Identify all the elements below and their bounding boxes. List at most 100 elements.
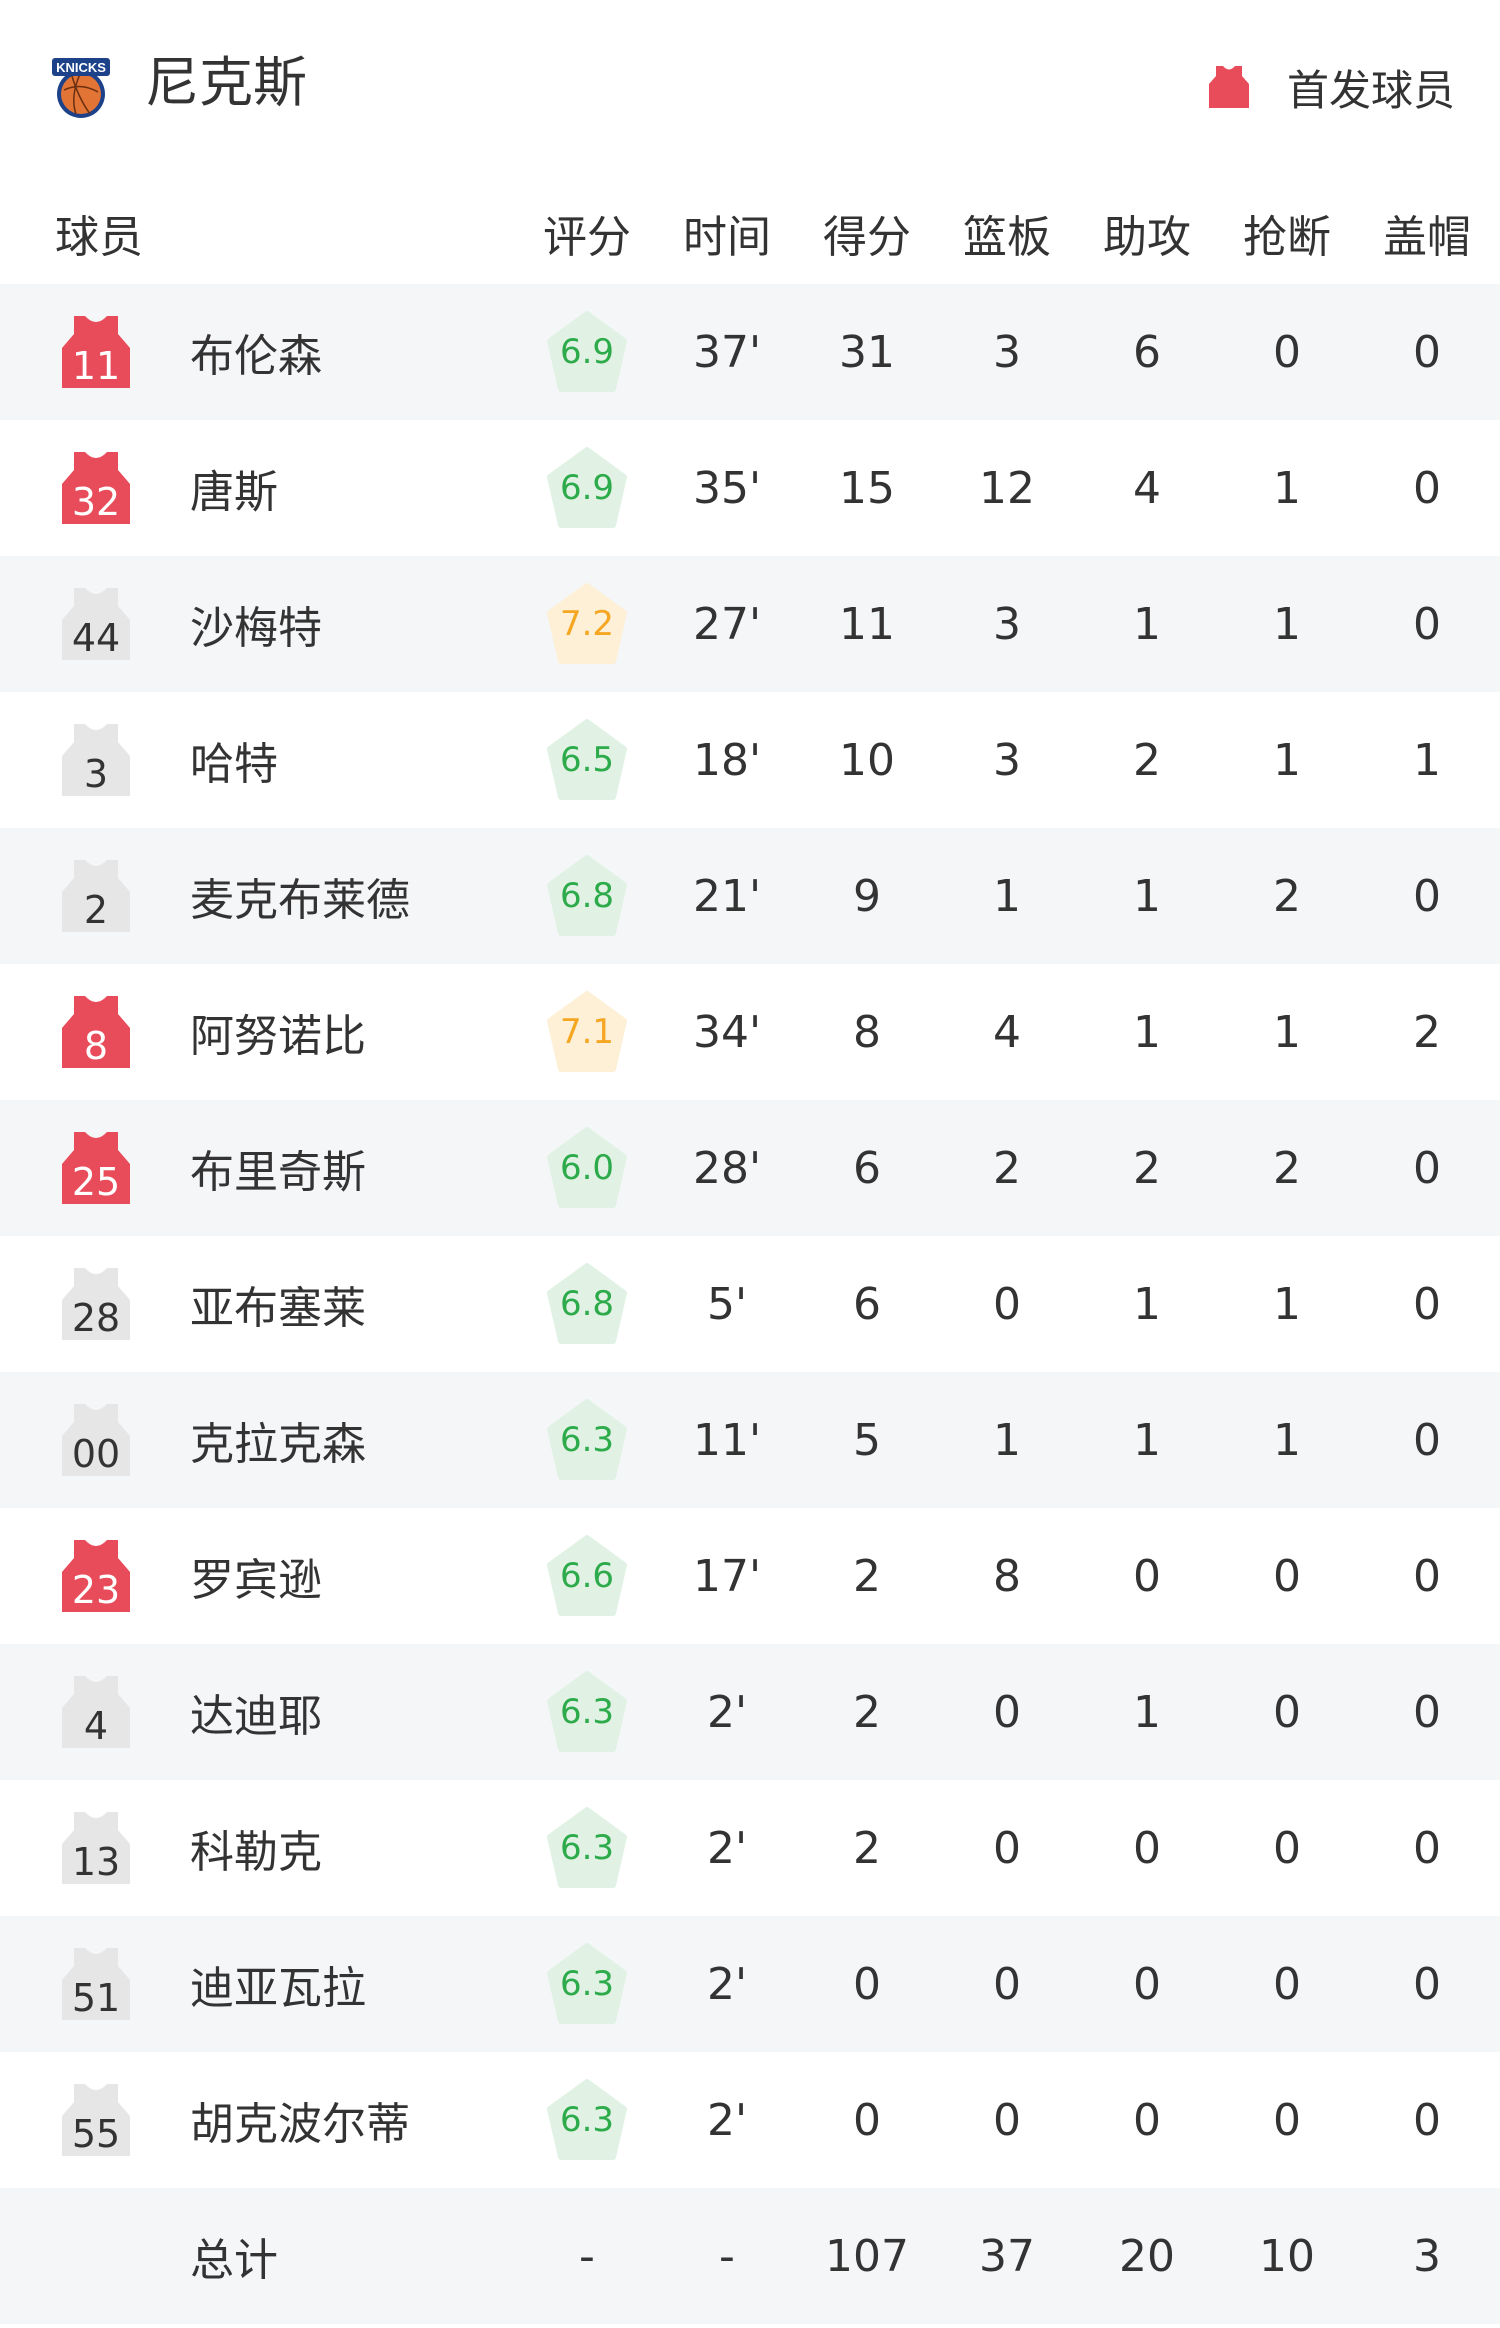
player-name[interactable]: 克拉克森 [190,1419,366,1470]
minutes-value: 28' [692,1142,762,1194]
player-cell[interactable]: 00 克拉克森 [0,1402,517,1478]
player-cell[interactable]: 13 科勒克 [0,1810,517,1886]
col-rebounds[interactable]: 篮板 [963,211,1051,263]
jersey-icon: 3 [60,722,132,798]
jersey-icon: 28 [60,1266,132,1342]
assists-value: 1 [1133,1278,1161,1330]
blocks-value: 0 [1413,1686,1441,1738]
col-steals[interactable]: 抢断 [1243,211,1331,263]
minutes-value: 2' [706,1686,748,1738]
player-cell[interactable]: 51 迪亚瓦拉 [0,1946,517,2022]
col-rating[interactable]: 评分 [543,211,631,263]
table-row[interactable]: 32 唐斯 6.9 35' 15 12 4 1 0 [0,420,1500,556]
legend-label: 首发球员 [1286,65,1455,115]
table-row[interactable]: 8 阿努诺比 7.1 34' 8 4 1 1 2 [0,964,1500,1100]
player-name[interactable]: 迪亚瓦拉 [190,1963,366,2014]
minutes-value: 2' [706,1958,748,2010]
table-row[interactable]: 4 达迪耶 6.3 2' 2 0 1 0 0 [0,1644,1500,1780]
col-minutes[interactable]: 时间 [683,211,771,263]
rating-badge: 6.8 [547,855,627,937]
table-row[interactable]: 13 科勒克 6.3 2' 2 0 0 0 0 [0,1780,1500,1916]
player-name[interactable]: 哈特 [190,739,278,790]
player-name[interactable]: 胡克波尔蒂 [190,2099,410,2150]
rating-cell: 7.2 [517,583,657,665]
player-cell[interactable]: 32 唐斯 [0,450,517,526]
rating-badge: 6.3 [547,1943,627,2025]
player-name[interactable]: 麦克布莱德 [190,875,410,926]
jersey-icon: 55 [60,2082,132,2158]
col-player[interactable]: 球员 [55,211,143,263]
jersey-icon: 32 [60,450,132,526]
rebounds-value: 8 [993,1550,1021,1602]
table-row[interactable]: 51 迪亚瓦拉 6.3 2' 0 0 0 0 0 [0,1916,1500,2052]
col-blocks[interactable]: 盖帽 [1383,211,1471,263]
player-cell[interactable]: 23 罗宾逊 [0,1538,517,1614]
steals-value: 2 [1273,870,1301,922]
assists-value: 1 [1133,1006,1161,1058]
table-row[interactable]: 00 克拉克森 6.3 11' 5 1 1 1 0 [0,1372,1500,1508]
jersey-number: 25 [71,1160,121,1204]
player-name[interactable]: 沙梅特 [190,603,322,654]
player-cell[interactable]: 28 亚布塞莱 [0,1266,517,1342]
rating-value: 6.0 [559,1148,615,1188]
rating-badge: 6.3 [547,1807,627,1889]
player-name[interactable]: 罗宾逊 [190,1555,322,1606]
steals-value: 0 [1273,1686,1301,1738]
minutes-value: 35' [692,462,762,514]
assists-value: 0 [1133,1550,1161,1602]
assists-value: 0 [1133,1958,1161,2010]
player-name[interactable]: 科勒克 [190,1827,322,1878]
minutes-value: 37' [692,326,762,378]
player-cell[interactable]: 25 布里奇斯 [0,1130,517,1206]
total-points: 107 [825,2230,909,2282]
table-row[interactable]: 44 沙梅特 7.2 27' 11 3 1 1 0 [0,556,1500,692]
player-cell[interactable]: 11 布伦森 [0,314,517,390]
blocks-value: 0 [1413,1550,1441,1602]
col-points[interactable]: 得分 [823,211,911,263]
player-name[interactable]: 布伦森 [190,331,322,382]
player-name[interactable]: 亚布塞莱 [190,1283,366,1334]
player-name[interactable]: 达迪耶 [190,1691,322,1742]
points-value: 8 [853,1006,881,1058]
assists-value: 0 [1133,1822,1161,1874]
blocks-value: 0 [1413,1414,1441,1466]
assists-value: 4 [1133,462,1161,514]
rating-cell: 6.6 [517,1535,657,1617]
table-row[interactable]: 2 麦克布莱德 6.8 21' 9 1 1 2 0 [0,828,1500,964]
rating-value: 6.8 [559,876,615,916]
points-value: 2 [853,1550,881,1602]
blocks-value: 0 [1413,2094,1441,2146]
table-row[interactable]: 11 布伦森 6.9 37' 31 3 6 0 0 [0,284,1500,420]
assists-value: 1 [1133,1414,1161,1466]
rating-value: 6.3 [559,2100,615,2140]
total-row: 总计 - - 107 37 20 10 3 [0,2188,1500,2324]
rating-cell: 6.9 [517,311,657,393]
player-cell[interactable]: 55 胡克波尔蒂 [0,2082,517,2158]
rebounds-value: 0 [993,2094,1021,2146]
rebounds-value: 3 [993,598,1021,650]
col-assists[interactable]: 助攻 [1103,211,1191,263]
total-steals: 10 [1259,2230,1315,2282]
assists-value: 1 [1133,598,1161,650]
table-row[interactable]: 3 哈特 6.5 18' 10 3 2 1 1 [0,692,1500,828]
starter-legend: 首发球员 [1207,52,1455,122]
table-row[interactable]: 25 布里奇斯 6.0 28' 6 2 2 2 0 [0,1100,1500,1236]
player-cell[interactable]: 4 达迪耶 [0,1674,517,1750]
jersey-icon [1208,66,1249,108]
player-name[interactable]: 唐斯 [190,467,278,518]
player-name[interactable]: 布里奇斯 [190,1147,366,1198]
table-row[interactable]: 23 罗宾逊 6.6 17' 2 8 0 0 0 [0,1508,1500,1644]
table-row[interactable]: 28 亚布塞莱 6.8 5' 6 0 1 1 0 [0,1236,1500,1372]
player-name[interactable]: 阿努诺比 [190,1011,366,1062]
jersey-icon: 00 [60,1402,132,1478]
assists-value: 1 [1133,1686,1161,1738]
blocks-value: 0 [1413,462,1441,514]
player-cell[interactable]: 2 麦克布莱德 [0,858,517,934]
player-cell[interactable]: 44 沙梅特 [0,586,517,662]
rating-cell: 6.5 [517,719,657,801]
player-cell[interactable]: 3 哈特 [0,722,517,798]
table-row[interactable]: 55 胡克波尔蒂 6.3 2' 0 0 0 0 0 [0,2052,1500,2188]
jersey-number: 44 [71,616,121,660]
player-cell[interactable]: 8 阿努诺比 [0,994,517,1070]
rating-badge: 6.3 [547,2079,627,2161]
